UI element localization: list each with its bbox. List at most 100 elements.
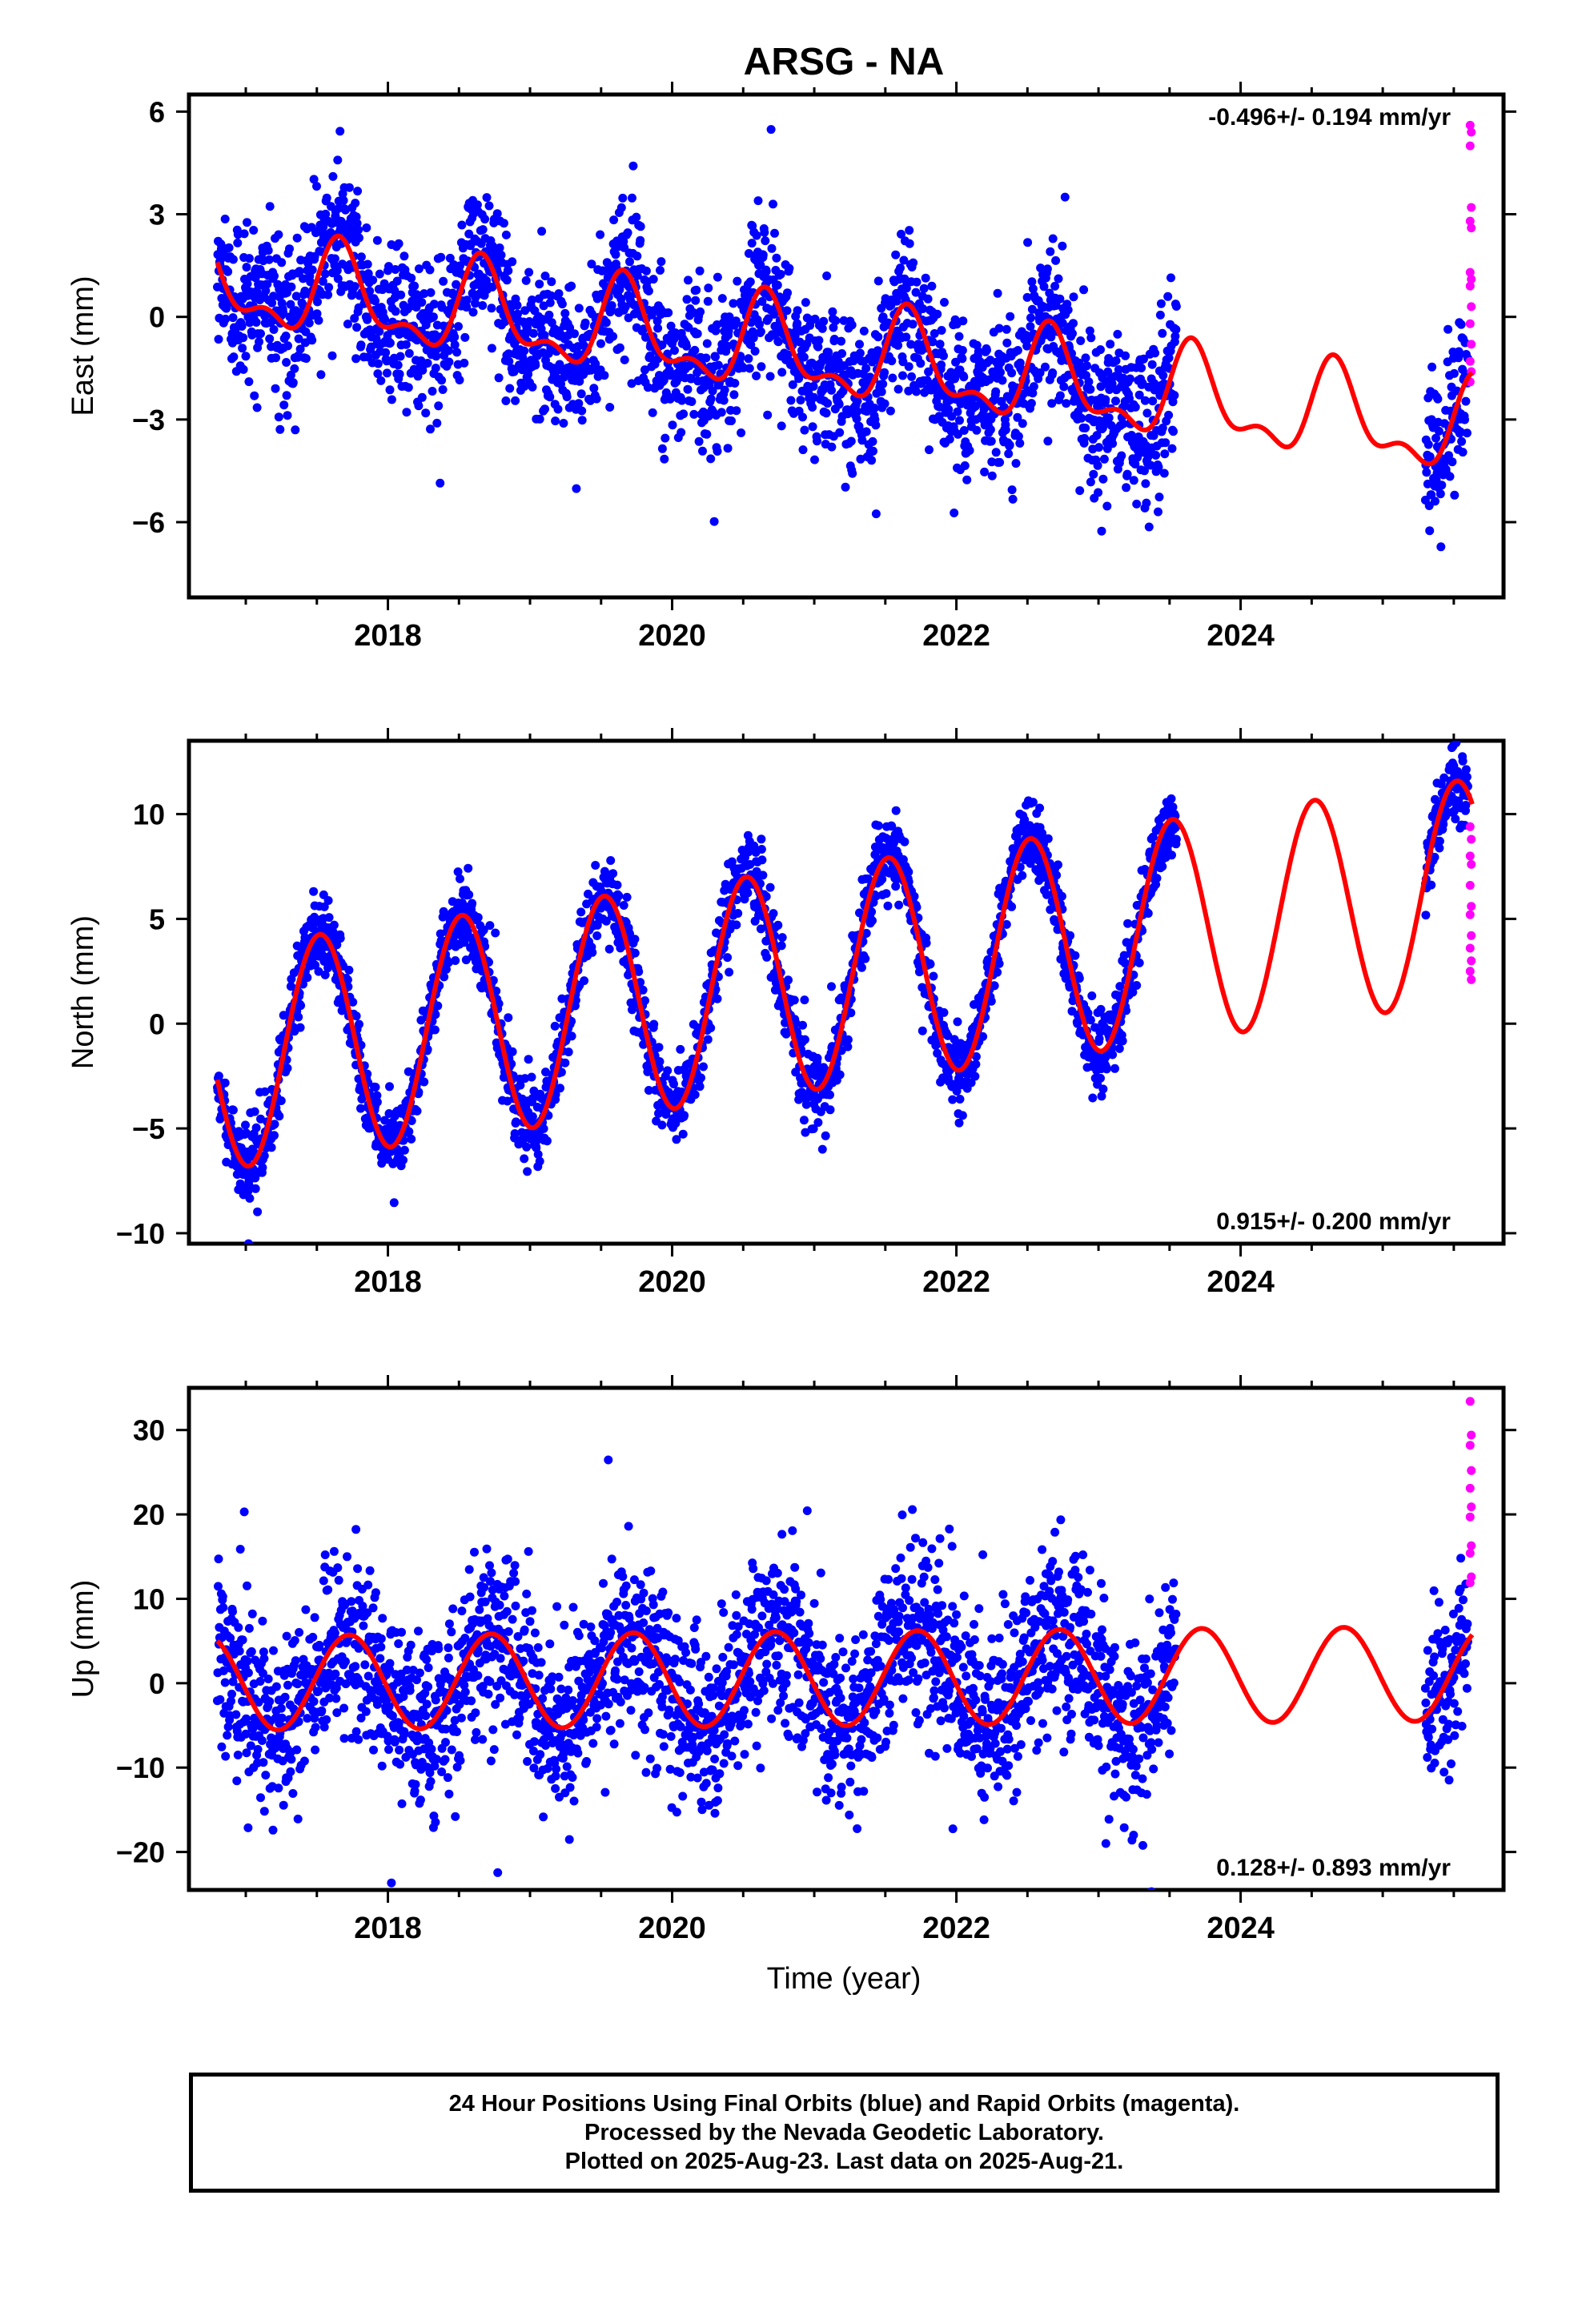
- data-point: [522, 1142, 532, 1152]
- data-point: [798, 1020, 807, 1030]
- data-point: [701, 353, 711, 363]
- data-point: [296, 1001, 306, 1011]
- data-point: [916, 359, 926, 368]
- data-point: [852, 414, 861, 424]
- data-point: [592, 920, 602, 930]
- data-point: [373, 369, 383, 379]
- data-point: [1042, 264, 1052, 274]
- data-point: [965, 446, 974, 455]
- data-point: [412, 1106, 422, 1116]
- data-point: [706, 1023, 716, 1033]
- data-point: [399, 1156, 408, 1165]
- rapid-point: [1465, 267, 1475, 277]
- data-point: [487, 304, 496, 313]
- data-point: [1456, 320, 1466, 329]
- data-point: [488, 283, 497, 292]
- data-point: [407, 273, 416, 283]
- data-point: [279, 308, 288, 317]
- data-point: [260, 1087, 270, 1096]
- data-point: [553, 404, 563, 414]
- data-point: [270, 1131, 279, 1140]
- data-point: [431, 364, 440, 373]
- data-point: [1147, 360, 1157, 369]
- data-point: [800, 425, 809, 435]
- data-point: [344, 965, 354, 975]
- data-point: [1046, 247, 1055, 256]
- data-point: [861, 427, 871, 436]
- data-point: [733, 909, 743, 918]
- data-point: [541, 1068, 550, 1077]
- data-point: [265, 202, 275, 211]
- data-point: [1035, 368, 1045, 377]
- data-point: [1085, 326, 1094, 336]
- data-point: [464, 890, 474, 899]
- data-point: [758, 250, 768, 259]
- data-point: [994, 959, 1004, 968]
- data-point: [596, 339, 605, 348]
- data-point: [256, 1114, 265, 1124]
- data-point: [664, 308, 673, 317]
- data-point: [1043, 834, 1053, 843]
- data-point: [706, 394, 716, 404]
- data-point: [316, 370, 326, 380]
- data-point: [703, 296, 713, 306]
- data-point: [620, 302, 630, 312]
- data-point: [846, 436, 856, 446]
- data-point: [295, 344, 305, 354]
- data-point: [487, 344, 496, 353]
- data-point: [810, 314, 820, 324]
- data-point: [1156, 299, 1166, 308]
- data-point: [503, 1096, 512, 1106]
- data-point: [270, 271, 279, 281]
- data-point: [630, 935, 640, 944]
- data-point: [1039, 282, 1049, 292]
- data-point: [894, 900, 904, 910]
- data-point: [657, 1120, 667, 1130]
- data-point: [320, 269, 330, 279]
- data-point: [817, 1144, 827, 1154]
- data-point: [1114, 365, 1123, 374]
- data-point: [413, 372, 423, 381]
- data-point: [1103, 367, 1113, 376]
- data-point: [1043, 436, 1053, 446]
- data-point: [1445, 472, 1455, 481]
- data-point: [1146, 460, 1155, 470]
- rapid-point: [1465, 319, 1475, 328]
- data-point: [252, 403, 262, 412]
- data-point: [855, 340, 864, 349]
- data-point: [733, 276, 742, 286]
- data-point: [513, 309, 522, 319]
- data-point: [777, 941, 786, 951]
- data-point: [542, 1136, 552, 1146]
- data-point: [623, 228, 632, 238]
- data-point: [1027, 277, 1037, 287]
- data-point: [1079, 285, 1089, 295]
- data-point: [281, 332, 291, 340]
- data-point: [294, 1012, 303, 1022]
- data-point: [492, 209, 502, 219]
- data-point: [1081, 424, 1090, 432]
- data-point: [426, 287, 436, 297]
- y-tick-label: 0: [149, 1007, 165, 1040]
- data-point: [1425, 452, 1435, 461]
- data-point: [950, 509, 959, 517]
- data-point: [757, 834, 766, 844]
- x-tick-label: 2020: [638, 619, 706, 653]
- data-point: [1113, 329, 1122, 339]
- data-point: [1028, 388, 1038, 398]
- data-point: [1118, 419, 1128, 428]
- data-point: [1098, 1084, 1108, 1094]
- data-point: [478, 301, 488, 310]
- data-point: [508, 257, 517, 267]
- data-point: [410, 281, 420, 291]
- data-point: [512, 300, 522, 310]
- data-point: [731, 316, 741, 326]
- data-point: [1015, 439, 1025, 448]
- data-point: [1086, 477, 1095, 487]
- data-point: [258, 1163, 267, 1172]
- data-point: [729, 390, 739, 400]
- data-point: [784, 975, 793, 985]
- data-point: [1170, 332, 1180, 341]
- data-point: [747, 239, 757, 248]
- y-tick-label: 0: [149, 301, 165, 334]
